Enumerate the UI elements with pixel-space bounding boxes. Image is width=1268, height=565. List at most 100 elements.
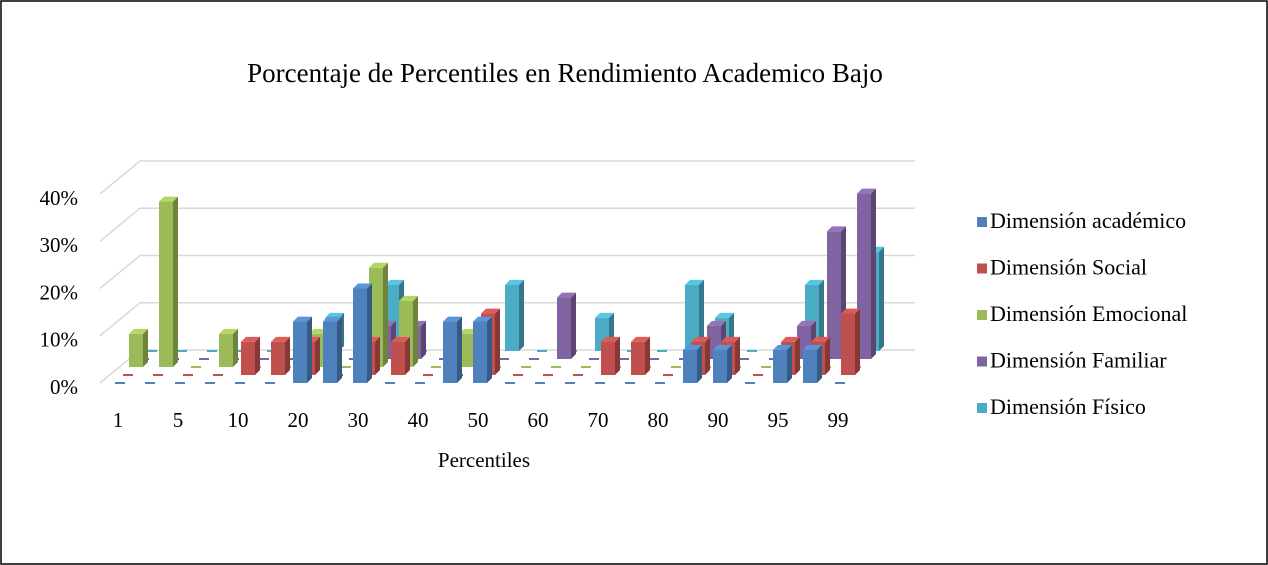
bar-side <box>405 336 410 375</box>
bar-side <box>457 316 462 383</box>
bar-top <box>219 328 238 334</box>
bar-side <box>307 316 312 383</box>
y-tick-label: 0% <box>50 375 78 399</box>
legend-swatch <box>977 263 987 274</box>
bar-side <box>421 320 426 359</box>
bar <box>773 349 787 383</box>
bar <box>683 349 697 383</box>
bar-side <box>855 308 860 375</box>
x-tick-label: 60 <box>528 408 549 432</box>
grid-line <box>99 302 915 337</box>
legend-swatch <box>977 310 987 320</box>
bar-top <box>443 316 462 322</box>
bar-top <box>797 320 816 326</box>
bar <box>841 313 855 375</box>
bar-side <box>143 328 148 367</box>
bar-side <box>795 336 800 375</box>
x-tick-label: 95 <box>768 408 789 432</box>
bar-top <box>857 188 876 194</box>
bar-side <box>819 279 824 351</box>
bar-side <box>315 336 320 375</box>
x-tick-label: 20 <box>288 408 309 432</box>
bar <box>219 333 233 367</box>
legend-label: Dimensión Familiar <box>990 348 1167 373</box>
x-tick-label: 70 <box>588 408 609 432</box>
bar-side <box>697 344 702 383</box>
y-tick-label: 10% <box>40 328 79 352</box>
bar <box>391 341 405 375</box>
chart-title: Porcentaje de Percentiles en Rendimiento… <box>247 58 883 88</box>
bar-top <box>827 226 846 232</box>
y-tick-label: 20% <box>40 280 79 304</box>
bar-top <box>293 316 312 322</box>
x-tick-label: 99 <box>828 408 849 432</box>
bar-top <box>595 312 614 318</box>
bar <box>827 231 841 359</box>
bar-side <box>495 308 500 375</box>
x-tick-label: 80 <box>648 408 669 432</box>
bar <box>473 321 487 383</box>
bar-top <box>323 316 342 322</box>
bar-top <box>481 308 500 314</box>
bar <box>159 201 173 367</box>
bar-side <box>871 188 876 359</box>
bar <box>443 321 457 383</box>
bar <box>557 297 571 359</box>
legend-label: Dimensión Social <box>990 255 1147 280</box>
bar-top <box>505 279 524 285</box>
bar-top <box>159 196 178 202</box>
y-tick-label: 30% <box>40 233 79 257</box>
bar-top <box>773 344 792 350</box>
bar-top <box>391 336 410 342</box>
bar-top <box>683 344 702 350</box>
legend-label: Dimensión Emocional <box>990 301 1187 326</box>
bar-side <box>233 328 238 367</box>
bar <box>129 333 143 367</box>
bar-top <box>685 279 704 285</box>
bar-side <box>735 336 740 375</box>
bar <box>857 193 871 359</box>
bar-side <box>825 336 830 375</box>
bar-top <box>241 336 260 342</box>
bar <box>505 284 519 351</box>
bar-side <box>699 279 704 351</box>
bar-top <box>129 328 148 334</box>
bar-side <box>879 246 884 351</box>
bar-top <box>369 262 388 268</box>
bar <box>601 341 615 375</box>
bar-top <box>811 336 830 342</box>
bar-top <box>601 336 620 342</box>
x-tick-label: 10 <box>228 408 249 432</box>
bar <box>685 284 699 351</box>
bar-side <box>727 344 732 383</box>
x-tick-label: 40 <box>408 408 429 432</box>
bar-top <box>841 308 860 314</box>
bar-top <box>631 336 650 342</box>
bar-top <box>781 336 800 342</box>
grid-line <box>99 160 915 195</box>
bar-side <box>817 344 822 383</box>
x-tick-label: 30 <box>348 408 369 432</box>
x-axis-label: Percentiles <box>438 448 530 472</box>
grid-line <box>99 207 915 242</box>
bar-top <box>803 344 822 350</box>
bar-top <box>271 336 290 342</box>
bar-top <box>557 292 576 298</box>
bar-side <box>337 316 342 383</box>
bar-top <box>715 312 734 318</box>
bar <box>271 341 285 375</box>
bar-side <box>787 344 792 383</box>
bar-top <box>473 316 492 322</box>
bar-side <box>519 279 524 351</box>
bar-side <box>285 336 290 375</box>
bar-top <box>353 283 372 289</box>
bar-top <box>691 336 710 342</box>
bar-side <box>383 262 388 367</box>
bar-side <box>571 292 576 359</box>
y-tick-label: 40% <box>40 186 79 210</box>
x-tick-label: 50 <box>468 408 489 432</box>
legend-swatch <box>977 403 987 413</box>
bar-side <box>375 336 380 375</box>
